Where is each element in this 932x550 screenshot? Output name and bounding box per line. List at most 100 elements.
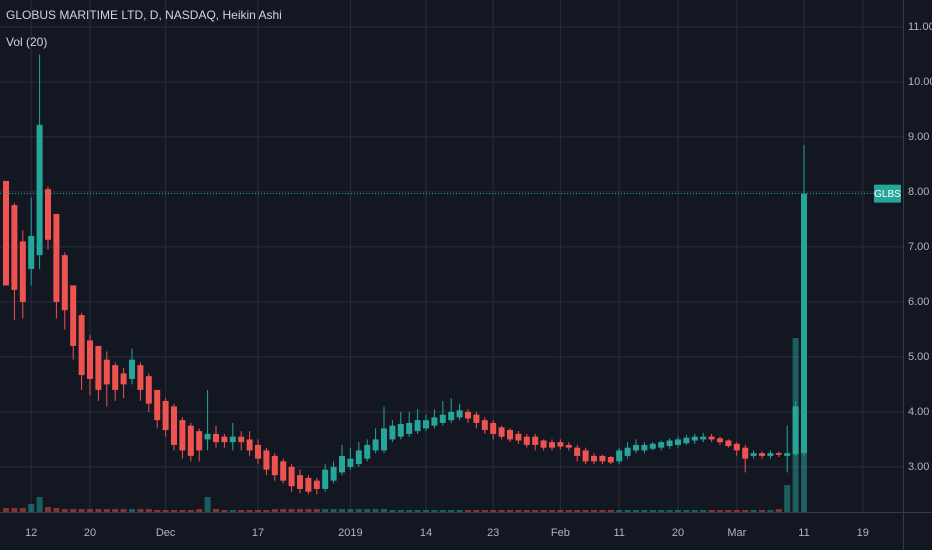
volume-bar (162, 510, 169, 512)
candle-body (473, 414, 480, 423)
candle-body (322, 469, 329, 489)
volume-bar (717, 510, 723, 512)
candle-body (137, 365, 144, 390)
candle-body (213, 433, 219, 443)
volume-bar (725, 510, 732, 512)
candle-body (725, 440, 732, 447)
x-tick-label: 20 (84, 527, 96, 539)
candle-body (498, 427, 505, 437)
candle-body (649, 443, 656, 449)
volume-bar (582, 510, 589, 512)
candle-body (582, 450, 589, 462)
candle-body (297, 475, 303, 489)
y-tick-label: 8.00 (908, 186, 929, 198)
x-tick-label: Feb (551, 527, 570, 539)
volume-bar (683, 510, 690, 512)
y-tick-label: 7.00 (908, 241, 929, 253)
volume-bar (145, 509, 152, 512)
volume-bar (355, 509, 362, 512)
volume-bar (347, 509, 354, 512)
candle-layer (0, 54, 903, 495)
volume-bar (339, 509, 345, 512)
candle-body (179, 420, 186, 451)
volume-bar (448, 510, 455, 512)
volume-bar (599, 510, 606, 512)
candle-body (641, 444, 648, 451)
volume-bar (633, 510, 639, 512)
candle-body (784, 453, 791, 456)
candle-body (162, 400, 169, 431)
candle-body (28, 235, 35, 269)
candle-body (759, 453, 765, 456)
volume-bar (658, 510, 665, 512)
volume-bar (691, 510, 698, 512)
candle-body (372, 439, 379, 451)
candle-body (19, 241, 26, 302)
candle-body (103, 359, 110, 385)
candle-body (431, 417, 438, 426)
candle-body (775, 453, 782, 455)
candle-body (381, 428, 387, 451)
volume-bar (179, 510, 186, 512)
candle-body (78, 315, 85, 376)
candle-body (154, 389, 161, 421)
candle-body (599, 455, 606, 462)
candle-body (271, 455, 278, 476)
candle-body (633, 444, 639, 451)
candle-body (11, 205, 18, 290)
volume-bar (607, 510, 614, 512)
candle-body (708, 436, 715, 440)
candle-body (238, 436, 245, 443)
volume-bar (305, 509, 312, 512)
volume-bar (53, 508, 60, 512)
candle-body (658, 442, 665, 448)
volume-bar (154, 510, 161, 512)
candle-body (456, 410, 463, 418)
candle-body (565, 444, 572, 448)
candle-body (397, 424, 404, 437)
x-tick-label: 20 (672, 527, 684, 539)
x-tick-label: 19 (857, 527, 869, 539)
candle-body (523, 436, 530, 445)
candle-body (255, 444, 261, 459)
volume-bar (372, 509, 379, 512)
volume-bar (456, 510, 463, 512)
volume-bar (742, 510, 749, 512)
y-tick-label: 5.00 (908, 351, 929, 363)
candle-body (229, 436, 236, 443)
candle-body (490, 422, 497, 434)
candle-body (406, 422, 413, 434)
y-tick-label: 3.00 (908, 461, 929, 473)
candle-body (700, 436, 707, 440)
volume-bar (95, 509, 102, 512)
volume-bar (574, 510, 581, 512)
price-label: GLBS (874, 189, 901, 200)
candle-body (683, 437, 690, 444)
candle-body (414, 420, 421, 432)
volume-bar (137, 509, 144, 512)
candle-body (717, 438, 723, 443)
candle-body (624, 447, 631, 456)
volume-bar (120, 509, 127, 512)
candle-body (675, 439, 681, 445)
volume-bar (481, 510, 488, 512)
candle-body (280, 461, 287, 481)
volume-bar (423, 510, 429, 512)
candle-body (591, 455, 597, 462)
volume-bar (246, 510, 253, 512)
volume-bar (565, 510, 572, 512)
volume-bar (3, 508, 9, 512)
volume-bar (255, 510, 261, 512)
x-tick-label: 12 (25, 527, 37, 539)
volume-bar (36, 497, 43, 512)
volume-bar (431, 510, 438, 512)
volume-bar (515, 510, 522, 512)
volume-bar (397, 510, 404, 512)
y-tick-label: 9.00 (908, 131, 929, 143)
volume-bar (87, 509, 93, 512)
volume-bar (103, 509, 110, 512)
volume-bar (540, 510, 547, 512)
candle-body (339, 455, 345, 473)
candle-body (439, 414, 446, 423)
volume-bar (750, 510, 757, 512)
